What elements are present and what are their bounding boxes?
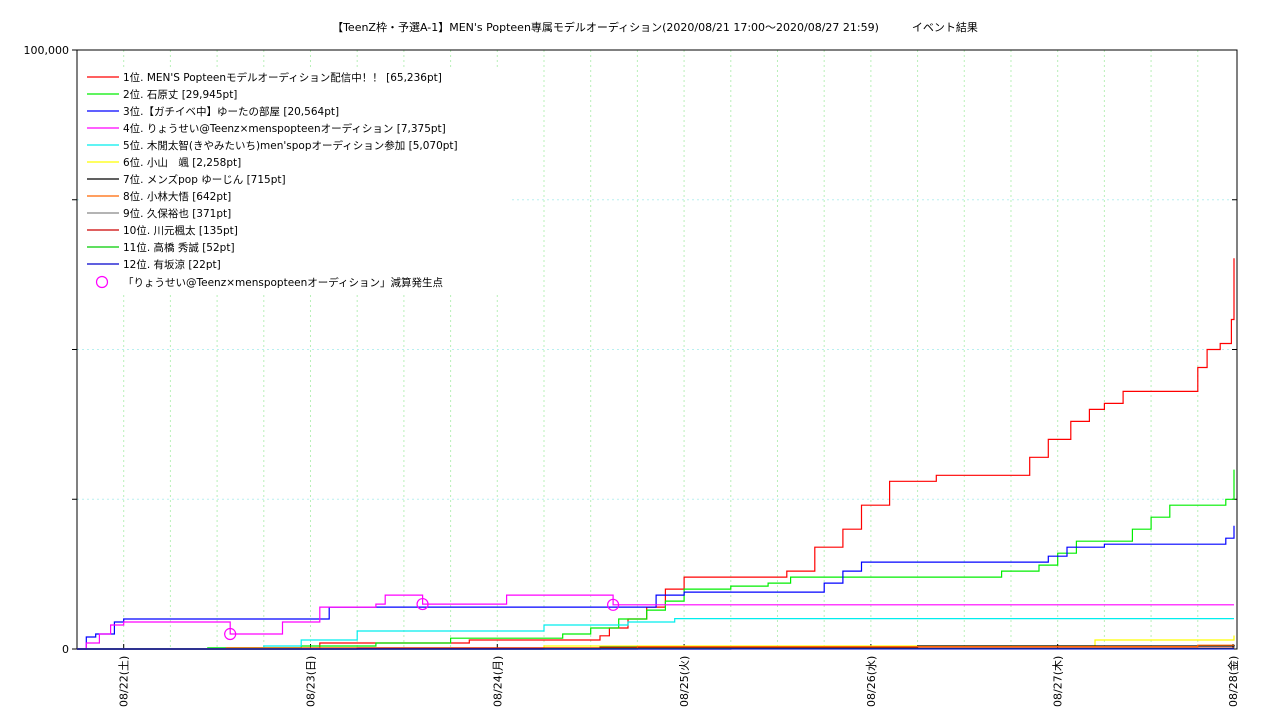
chart-title: 【TeenZ枠・予選A-1】MEN's Popteen専属モデルオーディション(…	[332, 20, 978, 34]
grid	[77, 50, 1237, 649]
legend-entry: 「りょうせい@Teenz×menspopteenオーディション」減算発生点	[123, 276, 443, 289]
reduction-marker	[607, 598, 620, 611]
legend-entry: 6位. 小山 颯 [2,258pt]	[123, 156, 241, 169]
series-line-5	[77, 618, 1234, 650]
reduction-markers	[224, 597, 620, 641]
series-lines	[77, 258, 1235, 650]
legend-entry: 2位. 石原丈 [29,945pt]	[123, 88, 237, 101]
x-tick-label: 08/24(月)	[491, 656, 504, 707]
x-tick-label: 08/28(金)	[1226, 656, 1240, 707]
legend-entry: 9位. 久保裕也 [371pt]	[123, 207, 231, 220]
x-tick-label: 08/22(土)	[118, 656, 131, 707]
x-tick-label: 08/23(日)	[304, 656, 317, 707]
x-tick-label: 08/27(木)	[1052, 656, 1065, 707]
legend-entry: 8位. 小林大悟 [642pt]	[123, 190, 231, 203]
legend-background	[80, 67, 510, 293]
reduction-marker	[416, 597, 429, 611]
legend-entry: 1位. MEN'S Popteenモデルオーディション配信中！！ [65,236…	[123, 71, 442, 84]
series-line-4	[77, 594, 1234, 650]
legend-marker-swatch	[95, 275, 109, 289]
legend-entry: 5位. 木閒太智(きやみたいち)men'spopオーディション参加 [5,070…	[123, 139, 458, 152]
legend-entry: 11位. 高橋 秀誠 [52pt]	[123, 241, 235, 254]
reduction-marker	[224, 627, 237, 641]
x-tick-label: 08/25(火)	[678, 656, 691, 707]
legend-entry: 7位. メンズpop ゆーじん [715pt]	[123, 173, 286, 186]
legend: 1位. MEN'S Popteenモデルオーディション配信中！！ [65,236…	[80, 67, 510, 293]
y-tick-label: 100,000	[24, 44, 70, 57]
x-tick-label: 08/26(水)	[865, 656, 878, 707]
axes: 0 100,000 08/22(土) 08/23(日) 08/24(月) 08/25(火)…	[24, 44, 1241, 707]
legend-entry: 10位. 川元楓太 [135pt]	[123, 224, 238, 237]
series-line-1	[77, 258, 1235, 650]
series-line-3	[77, 525, 1235, 650]
series-line-2	[77, 469, 1235, 650]
legend-entry: 3位.【ガチイベ中】ゆーたの部屋 [20,564pt]	[123, 105, 339, 118]
legend-entry: 4位. りょうせい@Teenz×menspopteenオーディション [7,37…	[123, 122, 446, 135]
y-tick-label: 0	[62, 643, 69, 656]
legend-entry: 12位. 有坂涼 [22pt]	[123, 258, 221, 271]
